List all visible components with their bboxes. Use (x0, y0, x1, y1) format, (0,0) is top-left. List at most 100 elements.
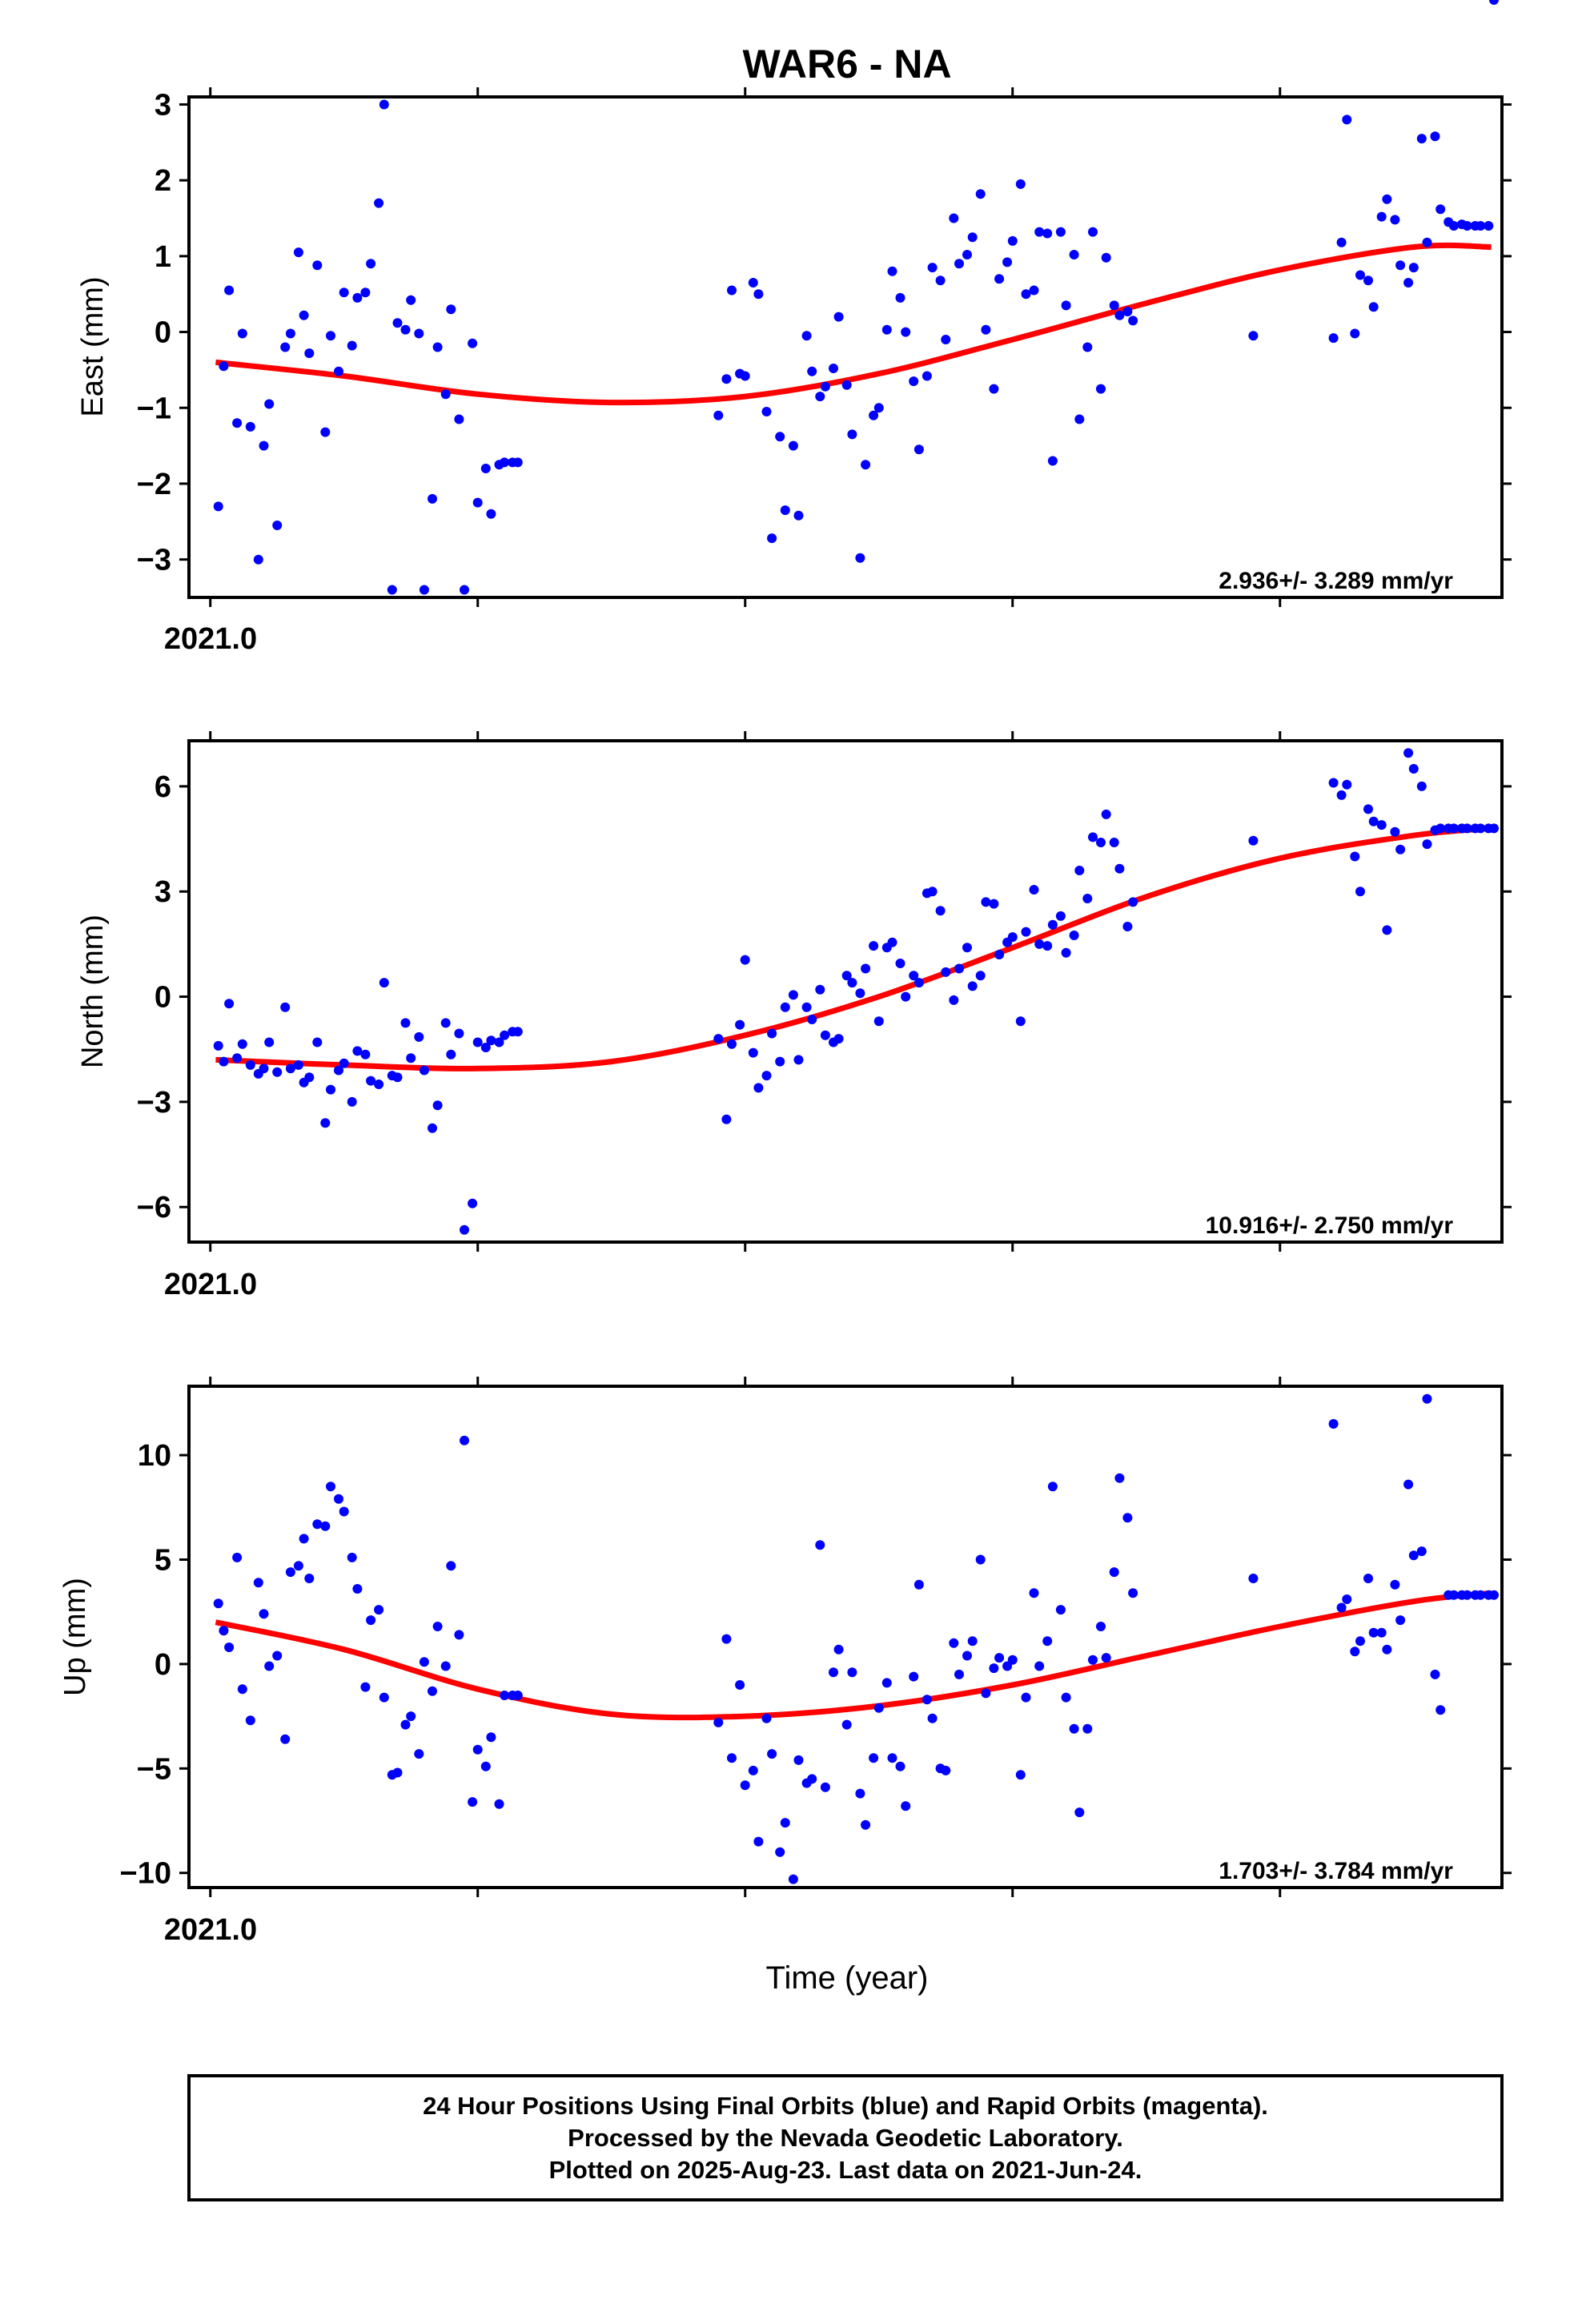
data-point (253, 554, 263, 565)
data-point (486, 1035, 496, 1046)
data-point (428, 1686, 437, 1696)
data-point (740, 371, 750, 381)
data-point (1082, 342, 1093, 352)
data-point (949, 1638, 959, 1648)
data-point (895, 959, 905, 968)
data-point (293, 247, 303, 258)
data-point (213, 1040, 223, 1051)
data-point (913, 444, 924, 455)
y-axis-label: Up (mm) (58, 1578, 92, 1696)
data-point (326, 331, 335, 341)
data-point (1422, 839, 1432, 850)
data-point (446, 1049, 456, 1059)
data-point (320, 427, 331, 437)
data-point (927, 263, 938, 273)
data-point (949, 213, 959, 223)
data-point (500, 1691, 510, 1700)
data-point (339, 1058, 349, 1068)
data-point (807, 366, 817, 376)
data-point (909, 1671, 919, 1682)
data-point (895, 1761, 905, 1771)
data-point (820, 1782, 830, 1792)
data-point (1109, 838, 1119, 847)
data-point (807, 1774, 817, 1784)
data-point (1128, 897, 1138, 907)
data-point (1029, 285, 1039, 296)
data-point (981, 897, 991, 907)
y-axis: −3 −2 −1 0 1 2 3 (137, 88, 1512, 577)
data-point (237, 328, 247, 339)
data-point (1101, 252, 1111, 263)
data-point (272, 521, 283, 530)
data-point (913, 1579, 924, 1590)
data-point (881, 1678, 892, 1688)
data-point (304, 1574, 315, 1583)
panel-north: −6 −3 0 3 6 North (mm) 2021.0 10.916+/- 2.75… (76, 731, 1512, 1301)
data-point (1055, 1605, 1066, 1615)
data-point (379, 978, 389, 988)
data-point (494, 1799, 504, 1809)
data-point (815, 984, 825, 995)
data-point (213, 1598, 223, 1609)
data-point (901, 1801, 911, 1811)
data-point (767, 1749, 777, 1759)
data-point (1382, 925, 1392, 935)
data-point (1489, 823, 1499, 834)
data-point (299, 1534, 309, 1544)
data-point (272, 1651, 283, 1661)
data-point (887, 266, 897, 276)
panel-east: −3 −2 −1 0 1 2 3 East (mm) 2021.0 2.936+/- 3.2… (76, 0, 1512, 656)
data-point (1109, 300, 1119, 311)
data-point (512, 457, 523, 468)
data-point (1101, 809, 1111, 819)
data-point (721, 374, 732, 384)
data-point (280, 342, 291, 352)
data-point (392, 1767, 403, 1778)
data-point (245, 1715, 255, 1726)
fit-curve (215, 825, 1492, 1072)
data-point (379, 99, 389, 110)
data-point (264, 399, 275, 409)
data-point (833, 1034, 844, 1044)
data-point (1128, 1588, 1138, 1598)
data-point (1462, 1590, 1472, 1600)
data-point (901, 991, 911, 1002)
data-point (1350, 328, 1360, 339)
data-point (807, 1015, 817, 1024)
data-point (285, 328, 295, 339)
data-point (727, 1039, 737, 1049)
data-point (440, 389, 451, 400)
data-point (1034, 1661, 1045, 1671)
data-point (419, 585, 429, 595)
data-point (224, 1642, 235, 1652)
data-point (320, 1521, 331, 1531)
data-point (1342, 779, 1352, 790)
data-point (1034, 939, 1045, 949)
data-point (280, 1002, 291, 1012)
data-point (887, 937, 897, 947)
data-point (1355, 887, 1365, 897)
data-point (1061, 947, 1071, 958)
data-point (1355, 270, 1365, 280)
data-point (801, 331, 812, 341)
data-point (1029, 1588, 1039, 1598)
data-point (1395, 260, 1406, 271)
data-point (304, 1072, 315, 1083)
data-point (1114, 1473, 1125, 1483)
data-point (981, 324, 991, 335)
data-point (1368, 1627, 1379, 1638)
data-point (428, 493, 437, 504)
data-point (1408, 1550, 1419, 1561)
data-point (861, 963, 871, 974)
data-point (1007, 1655, 1018, 1665)
data-point (245, 421, 255, 432)
data-point (285, 1063, 295, 1074)
data-point (881, 324, 892, 335)
y-tick-label: 0 (155, 1648, 171, 1682)
data-point (1096, 1622, 1106, 1631)
data-point (1248, 835, 1259, 846)
data-point (748, 278, 758, 287)
data-point (1096, 838, 1106, 847)
data-point (1021, 927, 1031, 937)
data-point (793, 1055, 804, 1065)
